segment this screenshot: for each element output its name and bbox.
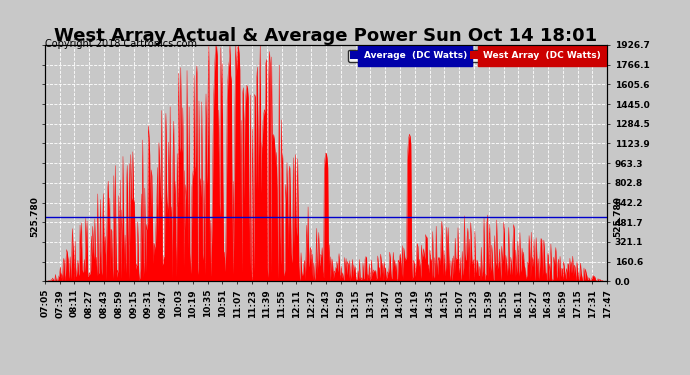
Text: Copyright 2018 Cartronics.com: Copyright 2018 Cartronics.com [45, 39, 197, 50]
Title: West Array Actual & Average Power Sun Oct 14 18:01: West Array Actual & Average Power Sun Oc… [55, 27, 598, 45]
Text: 525.780: 525.780 [30, 196, 39, 237]
Legend: Average  (DC Watts), West Array  (DC Watts): Average (DC Watts), West Array (DC Watts… [348, 50, 602, 62]
Text: 525.780: 525.780 [613, 196, 622, 237]
